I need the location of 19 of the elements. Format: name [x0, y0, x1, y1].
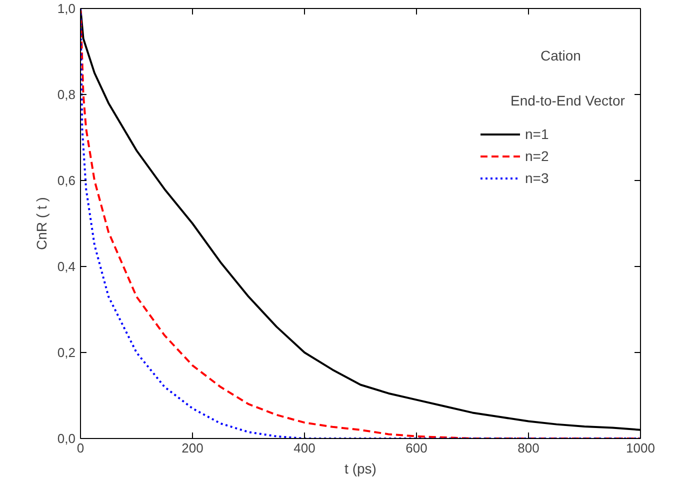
annotation: End-to-End Vector: [510, 92, 626, 108]
x-tick-label: 1000: [626, 440, 655, 456]
y-axis-title: CnR ( t ): [33, 197, 50, 250]
x-tick-label: 600: [406, 440, 428, 456]
y-tick-label: 1,0: [57, 1, 76, 16]
y-tick-label: 0,2: [57, 345, 76, 360]
y-tick-label: 0,8: [57, 87, 76, 102]
annotation: Cation: [540, 48, 581, 64]
y-tick-label: 0,4: [57, 259, 76, 274]
x-tick-label: 0: [76, 440, 84, 456]
x-tick-label: 400: [294, 440, 316, 456]
x-tick-label: 800: [518, 440, 540, 456]
y-tick-label: 0,0: [57, 431, 76, 446]
legend-label: n=1: [525, 126, 549, 142]
y-tick-label: 0,6: [57, 173, 76, 188]
legend-label: n=2: [525, 148, 549, 164]
x-tick-label: 200: [182, 440, 204, 456]
x-axis-title: t (ps): [344, 460, 376, 476]
legend-label: n=3: [525, 170, 549, 186]
